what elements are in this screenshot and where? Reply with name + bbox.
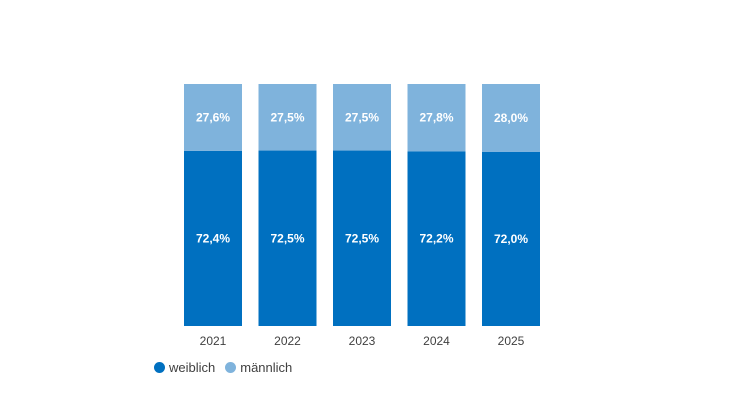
bar-maennlich-2023 xyxy=(333,84,391,151)
x-tick-label-2025: 2025 xyxy=(498,334,525,348)
bar-weiblich-2024 xyxy=(407,151,466,326)
data-label-weiblich-2022: 72,5% xyxy=(270,231,304,245)
data-label-maennlich-2024: 27,8% xyxy=(419,111,453,125)
bar-maennlich-2024 xyxy=(407,84,466,152)
x-tick-label-2021: 2021 xyxy=(200,334,227,348)
data-label-weiblich-2024: 72,2% xyxy=(419,232,453,246)
data-label-maennlich-2021: 27,6% xyxy=(196,110,230,124)
legend-item-maennlich: männlich xyxy=(225,360,292,375)
data-label-maennlich-2022: 27,5% xyxy=(270,110,304,124)
bar-weiblich-2025 xyxy=(482,151,540,326)
legend-dot-maennlich xyxy=(225,362,237,373)
legend-label-maennlich: männlich xyxy=(240,360,293,375)
legend-label-weiblich: weiblich xyxy=(169,360,216,375)
legend: weiblich männlich xyxy=(154,360,292,375)
data-label-weiblich-2025: 72,0% xyxy=(494,232,528,246)
bar-maennlich-2025 xyxy=(482,84,540,152)
data-label-maennlich-2025: 28,0% xyxy=(494,111,528,125)
legend-item-weiblich: weiblich xyxy=(154,360,215,375)
bar-maennlich-2021 xyxy=(184,84,242,151)
data-label-weiblich-2021: 72,4% xyxy=(196,231,230,245)
data-label-maennlich-2023: 27,5% xyxy=(345,110,379,124)
legend-dot-weiblich xyxy=(154,362,165,373)
bar-weiblich-2021 xyxy=(184,150,242,326)
data-label-weiblich-2023: 72,5% xyxy=(345,231,379,245)
bar-weiblich-2023 xyxy=(333,150,391,326)
x-tick-label-2022: 2022 xyxy=(274,334,301,348)
bar-maennlich-2022 xyxy=(258,84,317,151)
x-tick-label-2023: 2023 xyxy=(349,334,376,348)
bar-weiblich-2022 xyxy=(258,150,317,326)
x-tick-label-2024: 2024 xyxy=(423,334,450,348)
